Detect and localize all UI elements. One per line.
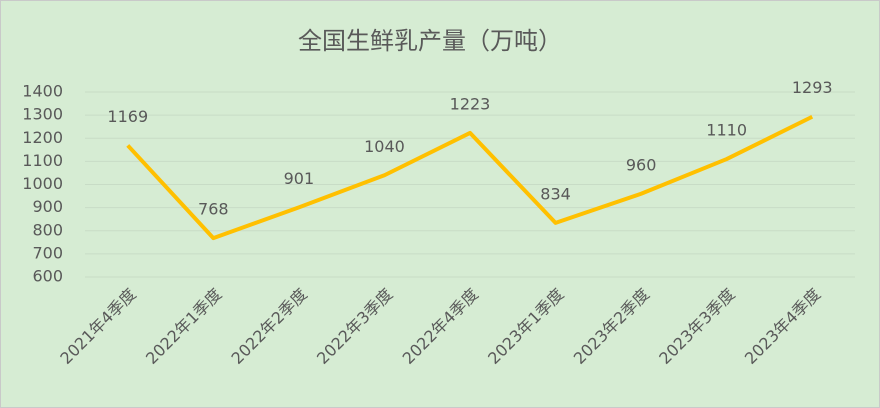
- y-tick-label: 700: [32, 243, 63, 262]
- data-label: 960: [626, 155, 657, 174]
- y-tick-label: 800: [32, 220, 63, 239]
- data-label: 901: [284, 169, 315, 188]
- data-label: 768: [198, 200, 229, 219]
- chart-title: 全国生鲜乳产量（万吨）: [298, 27, 562, 55]
- y-tick-label: 600: [32, 267, 63, 286]
- y-tick-label: 1000: [22, 174, 63, 193]
- data-label: 1110: [706, 121, 747, 140]
- y-tick-label: 900: [32, 197, 63, 216]
- line-series: [126, 114, 814, 241]
- y-tick-label: 1300: [22, 105, 63, 124]
- y-tick-label: 1200: [22, 128, 63, 147]
- data-label: 1169: [107, 107, 148, 126]
- data-label: 834: [540, 184, 571, 203]
- data-label: 1223: [450, 94, 491, 113]
- data-label: 1293: [792, 78, 833, 97]
- y-tick-label: 1400: [22, 82, 63, 101]
- y-tick-label: 1100: [22, 151, 63, 170]
- data-label: 1040: [364, 137, 405, 156]
